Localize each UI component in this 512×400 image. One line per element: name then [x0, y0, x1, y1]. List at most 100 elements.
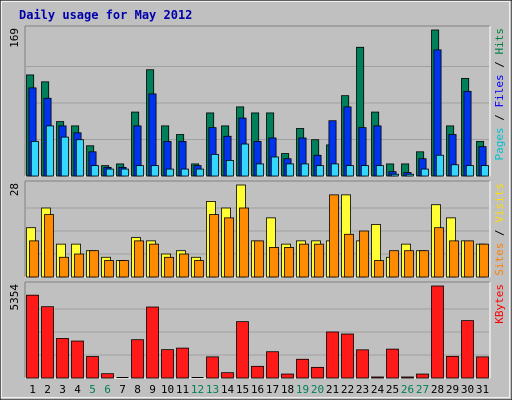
x-tick-label: 3	[59, 383, 66, 396]
panel-background	[25, 282, 490, 378]
series-legend: Pages / Files / Hits	[493, 28, 506, 161]
bar-kbytes	[341, 333, 354, 379]
bar-kbytes	[101, 373, 114, 379]
series-kbytes	[26, 285, 489, 379]
bar-kbytes	[446, 355, 459, 379]
x-tick-label: 2	[44, 383, 51, 396]
bar-pages	[300, 163, 309, 177]
x-tick-label: 29	[446, 383, 459, 396]
x-tick-label: 22	[341, 383, 354, 396]
y-max-label: 28	[8, 183, 21, 196]
x-tick-label: 16	[251, 383, 264, 396]
bar-pages	[135, 165, 144, 177]
bar-kbytes	[146, 306, 159, 379]
bar-pages	[210, 153, 219, 177]
bar-kbytes	[71, 340, 84, 379]
bar-kbytes	[131, 339, 144, 379]
x-tick-label: 27	[416, 383, 429, 396]
bar-sites	[314, 243, 324, 278]
bar-kbytes	[191, 377, 204, 378]
bar-files	[148, 93, 157, 177]
x-tick-label: 18	[281, 383, 294, 396]
bar-pages	[195, 168, 204, 177]
bar-kbytes	[251, 365, 264, 379]
bar-sites	[284, 247, 294, 278]
series-legend: KBytes	[493, 284, 506, 324]
bar-pages	[225, 160, 234, 177]
bar-kbytes	[401, 376, 414, 379]
panel-visits-sites: 28 Sites / Visits	[8, 180, 506, 278]
x-tick-label: 25	[386, 383, 399, 396]
bar-sites	[29, 240, 39, 278]
legend-entry: /	[493, 55, 506, 75]
y-max-label: 169	[8, 28, 21, 48]
bar-sites	[389, 250, 399, 278]
series-legend: Sites / Visits	[493, 183, 506, 276]
bar-sites	[344, 233, 354, 278]
chart-title: Daily usage for May 2012	[19, 8, 192, 22]
series-sites	[29, 194, 489, 278]
bar-pages	[90, 165, 99, 177]
series-pages	[30, 125, 489, 177]
legend-entry: Hits	[493, 28, 506, 55]
bar-kbytes	[236, 321, 249, 379]
bar-sites	[479, 243, 489, 278]
x-tick-label: 11	[176, 383, 189, 396]
panel-kbytes: 5354 KBytes	[8, 281, 506, 379]
bar-pages	[465, 165, 474, 177]
bar-pages	[285, 163, 294, 177]
bar-sites	[254, 240, 264, 278]
bar-kbytes	[431, 285, 444, 379]
bar-pages	[480, 165, 489, 177]
bar-kbytes	[326, 331, 339, 379]
panel-hits-files-pages: 169 Pages / Files / Hits	[8, 25, 506, 177]
bar-sites	[419, 250, 429, 278]
bar-pages	[375, 165, 384, 177]
bar-kbytes	[176, 347, 189, 379]
bar-sites	[89, 250, 99, 278]
bar-pages	[390, 173, 399, 177]
bar-kbytes	[476, 356, 489, 379]
bar-pages	[240, 143, 249, 177]
bar-sites	[209, 214, 219, 278]
bar-sites	[119, 260, 129, 278]
bar-sites	[299, 243, 309, 278]
x-tick-label: 20	[311, 383, 324, 396]
x-tick-label: 30	[461, 383, 474, 396]
bar-kbytes	[161, 349, 174, 379]
bar-kbytes	[116, 377, 129, 378]
bar-pages	[120, 168, 129, 177]
x-tick-label: 31	[476, 383, 489, 396]
legend-entry: KBytes	[493, 284, 506, 324]
bar-kbytes	[281, 373, 294, 379]
bar-sites	[149, 243, 159, 278]
bar-kbytes	[371, 376, 384, 379]
x-tick-label: 17	[266, 383, 279, 396]
x-tick-label: 15	[236, 383, 249, 396]
bar-sites	[449, 240, 459, 278]
bar-sites	[404, 250, 414, 278]
bar-pages	[165, 168, 174, 177]
y-max-label: 5354	[8, 284, 21, 311]
bar-sites	[179, 253, 189, 278]
bar-pages	[45, 125, 54, 177]
bar-pages	[105, 168, 114, 177]
bar-pages	[150, 165, 159, 177]
bar-pages	[405, 173, 414, 177]
bar-pages	[315, 165, 324, 177]
x-tick-label: 21	[326, 383, 339, 396]
bar-kbytes	[206, 356, 219, 379]
x-tick-label: 28	[431, 383, 444, 396]
bar-sites	[194, 260, 204, 278]
x-tick-label: 19	[296, 383, 309, 396]
bar-pages	[450, 164, 459, 177]
bar-sites	[224, 217, 234, 278]
x-tick-label: 1	[29, 383, 36, 396]
chart-panels: 169 Pages / Files / Hits 28 Sites / Visits 5…	[8, 25, 506, 379]
bar-pages	[330, 163, 339, 177]
bar-sites	[239, 207, 249, 278]
bar-kbytes	[461, 320, 474, 379]
x-tick-label: 9	[149, 383, 156, 396]
bar-sites	[329, 194, 339, 278]
bar-kbytes	[356, 349, 369, 379]
